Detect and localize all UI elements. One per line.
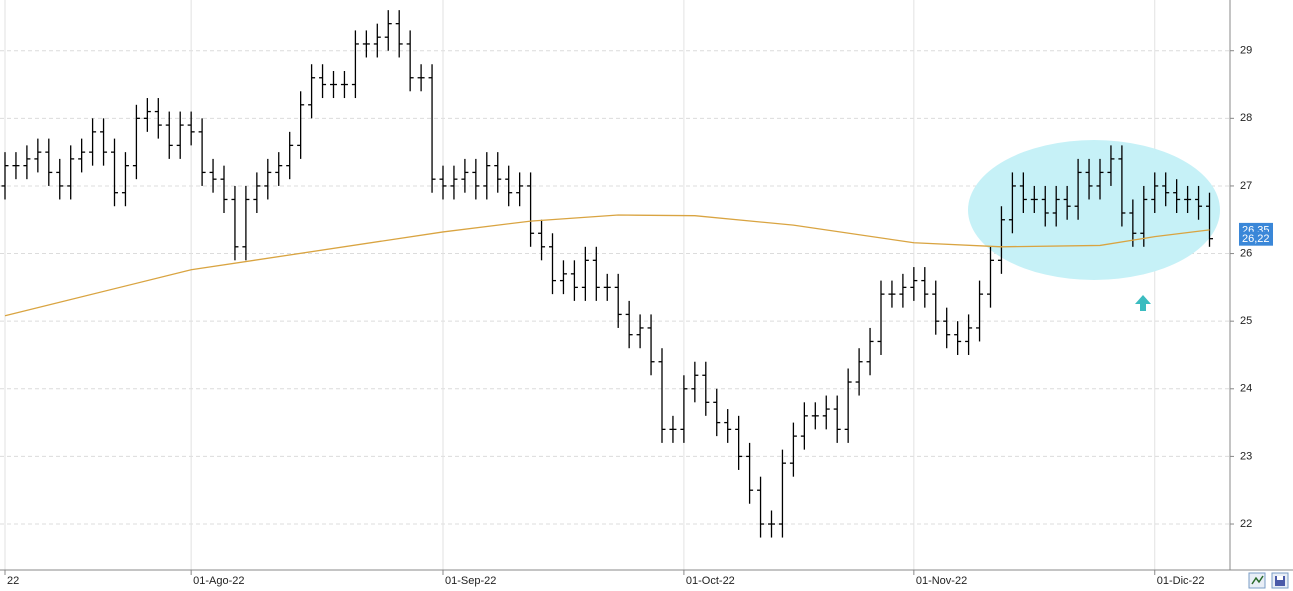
x-tick-label: 22 — [7, 575, 19, 587]
highlight-ellipse — [968, 140, 1220, 280]
y-tick-label: 22 — [1240, 518, 1252, 530]
icon-save-label — [1277, 576, 1283, 580]
x-tick-label: 01-Sep-22 — [445, 575, 496, 587]
y-tick-label: 25 — [1240, 315, 1252, 327]
y-tick-label: 28 — [1240, 112, 1252, 124]
last-value-label: 26,22 — [1242, 233, 1270, 245]
y-tick-label: 27 — [1240, 180, 1252, 192]
icon-save — [1275, 576, 1285, 586]
icon-chart — [1251, 575, 1264, 585]
y-tick-label: 23 — [1240, 450, 1252, 462]
x-tick-label: 01-Nov-22 — [916, 575, 967, 587]
y-tick-label: 26 — [1240, 247, 1252, 259]
y-tick-label: 29 — [1240, 45, 1252, 57]
arrow-up — [1135, 295, 1151, 311]
y-tick-label: 24 — [1240, 383, 1252, 395]
x-tick-label: 01-Ago-22 — [193, 575, 244, 587]
x-tick-label: 01-Oct-22 — [686, 575, 735, 587]
labels: 22 23 24 25 26 27 28 29 22 01-Ago-22 01-Sep-22 01-O… — [4, 45, 1273, 587]
moving-average — [4, 214, 1210, 317]
marks — [1, 10, 1213, 538]
last-value-box — [1239, 231, 1273, 246]
x-tick-label: 01-Dic-22 — [1157, 575, 1205, 587]
